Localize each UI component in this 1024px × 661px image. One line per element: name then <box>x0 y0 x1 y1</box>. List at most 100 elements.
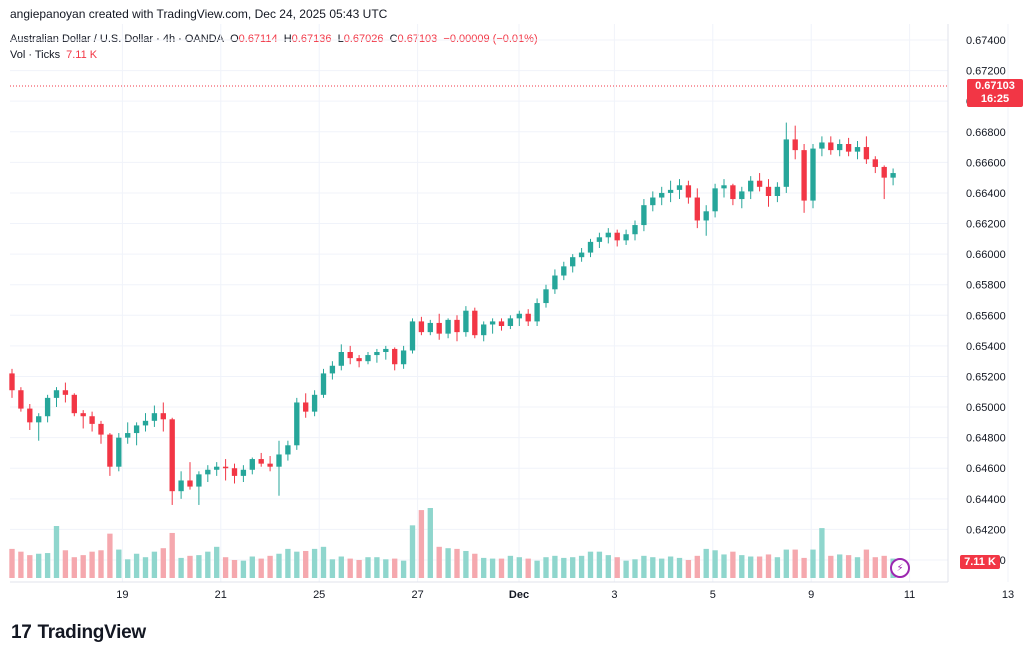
candle-body <box>294 402 300 446</box>
x-tick-label: 25 <box>313 589 325 601</box>
candle-body <box>632 225 638 235</box>
y-tick-label: 0.64600 <box>966 463 1006 475</box>
volume-bar <box>169 532 175 578</box>
candle-body <box>676 185 683 190</box>
x-tick-label: 21 <box>215 589 227 601</box>
volume-bar <box>659 558 665 578</box>
tradingview-mark-icon: 17 <box>11 622 32 643</box>
candle-body <box>142 420 149 426</box>
tradingview-wordmark: TradingView <box>37 622 147 643</box>
volume-bar <box>338 556 344 578</box>
volume-bar <box>792 549 798 578</box>
candle-body <box>151 413 158 421</box>
candle-body <box>205 469 211 475</box>
volume-bar <box>525 558 531 578</box>
candle-body <box>756 180 763 187</box>
volume-bar <box>133 553 140 578</box>
replay-icon[interactable]: ⚡ <box>890 558 910 578</box>
volume-bar <box>641 555 647 578</box>
candle-body <box>36 416 42 423</box>
y-tick-label: 0.66200 <box>966 219 1006 231</box>
volume-bar <box>596 551 603 578</box>
candle-body <box>837 144 843 151</box>
y-tick-label: 0.66600 <box>966 157 1006 169</box>
candle-body <box>890 173 896 178</box>
candle-body <box>765 186 772 196</box>
volume-bar <box>231 559 238 578</box>
volume-bar <box>578 555 585 578</box>
volume-bar <box>801 557 807 578</box>
volume-bar <box>614 557 620 578</box>
volume-bar <box>392 558 398 578</box>
volume-bar <box>881 555 887 578</box>
volume-value: 7.11 K <box>66 49 98 61</box>
candle-body <box>659 192 665 198</box>
candle-body <box>774 186 781 196</box>
volume-bar <box>44 553 51 578</box>
candle-body <box>596 237 603 242</box>
candle-body <box>525 313 531 322</box>
candle-body <box>748 180 754 192</box>
x-tick-label: 3 <box>611 589 617 601</box>
volume-bar <box>463 550 469 578</box>
volume-bar <box>178 557 184 578</box>
candle-body <box>285 445 291 455</box>
candle-body <box>498 321 505 326</box>
volume-bar <box>116 549 122 578</box>
volume-bar <box>828 555 834 578</box>
candle-body <box>587 241 594 253</box>
volume-bar <box>62 550 69 578</box>
candle-body <box>481 324 487 336</box>
volume-bar <box>285 548 291 578</box>
bar-countdown: 16:25 <box>980 93 1010 105</box>
candle-body <box>667 189 674 193</box>
candle-body <box>819 142 825 149</box>
volume-bar <box>356 559 362 578</box>
candle-body <box>570 257 576 267</box>
volume-bar <box>196 555 202 578</box>
high-label: H <box>283 33 292 45</box>
y-tick-label: 0.66800 <box>966 127 1006 139</box>
candle-body <box>338 352 344 366</box>
volume-bar <box>347 558 353 578</box>
y-tick-label: 0.65800 <box>966 280 1006 292</box>
candle-body <box>881 166 887 178</box>
volume-bar <box>676 557 683 578</box>
x-tick-label: Dec <box>509 589 529 601</box>
volume-bar <box>854 557 861 578</box>
candle-body <box>240 469 247 476</box>
volume-bar <box>543 557 549 578</box>
candle-body <box>739 191 745 200</box>
candle-body <box>320 373 327 395</box>
volume-bar <box>507 555 514 578</box>
symbol-name: Australian Dollar / U.S. Dollar · 4h · O… <box>10 33 224 45</box>
candle-body <box>231 468 238 476</box>
volume-bar <box>89 551 95 578</box>
volume-bar <box>498 558 505 578</box>
candle-body <box>71 394 77 414</box>
candle-body <box>98 423 104 435</box>
candle-body <box>214 466 220 470</box>
symbol-legend[interactable]: Australian Dollar / U.S. Dollar · 4h · O… <box>10 33 538 45</box>
candle-body <box>845 144 852 152</box>
candle-body <box>418 321 425 333</box>
last-volume-tag: 7.11 K <box>960 555 1000 569</box>
candle-body <box>222 466 229 469</box>
candle-body <box>872 159 878 167</box>
volume-label: Vol · Ticks <box>10 49 61 61</box>
volume-bar <box>294 551 300 578</box>
candle-body <box>258 459 264 464</box>
volume-legend[interactable]: Vol · Ticks 7.11 K <box>10 49 97 61</box>
candle-body <box>400 350 407 365</box>
candle-body <box>552 275 558 290</box>
open-value: 0.67114 <box>238 33 278 45</box>
candle-body <box>543 289 549 304</box>
volume-bar <box>454 548 460 578</box>
chart-credit: angiepanoyan created with TradingView.co… <box>10 7 388 21</box>
volume-bar <box>739 555 745 578</box>
volume-bar <box>837 554 843 578</box>
volume-bar <box>160 548 166 578</box>
y-tick-label: 0.64800 <box>966 433 1006 445</box>
candle-body <box>712 188 718 212</box>
